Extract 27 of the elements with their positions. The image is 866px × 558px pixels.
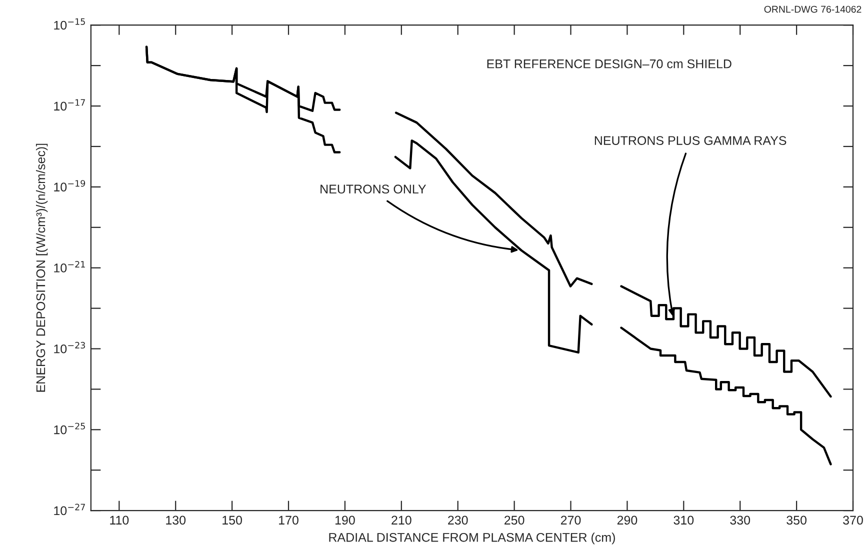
text: ORNL-DWG 76-14062: [764, 6, 862, 13]
x-tick-label: 250: [504, 516, 524, 525]
y-tick-label: 10$^{−19}$: [54, 180, 86, 192]
y-tick-label: 10$^{−15}$: [54, 18, 85, 30]
x-tick-label: 170: [279, 516, 298, 525]
annotation: EBT REFERENCE DESIGN–70 cm SHIELD: [487, 59, 732, 68]
x-tick-label: 110: [110, 516, 129, 525]
x-tick-label: 130: [166, 516, 186, 525]
x-tick-label: 350: [786, 516, 806, 525]
x-tick-label: 190: [335, 516, 355, 525]
x-tick-label: 370: [843, 516, 863, 525]
text: NEUTRONS PLUS GAMMA RAYS: [594, 136, 786, 145]
y-tick-label: 10$^{−17}$: [54, 99, 85, 111]
x-tick-label: 310: [674, 516, 694, 525]
x-tick-label: 330: [730, 516, 750, 525]
y-tick-label: 10$^{−23}$: [54, 342, 85, 354]
x-tick-label: 230: [448, 516, 468, 525]
x-tick-label: 270: [560, 516, 581, 525]
x-axis-title: RADIAL DISTANCE FROM PLASMA CENTER (cm): [329, 532, 615, 544]
y-axis-title: ENERGY DEPOSITION [(W/cm³)/(n/cm/sec)]: [36, 144, 48, 392]
y-tick-label: 10$^{−21}$: [54, 260, 85, 272]
y-tick-label: 10$^{−27}$: [54, 504, 85, 516]
series-label: NEUTRONS ONLY: [320, 184, 426, 194]
y-tick-label: 10$^{−25}$: [54, 422, 85, 434]
x-tick-label: 210: [392, 516, 412, 525]
x-tick-label: 150: [222, 516, 242, 525]
x-tick-label: 290: [617, 516, 638, 525]
